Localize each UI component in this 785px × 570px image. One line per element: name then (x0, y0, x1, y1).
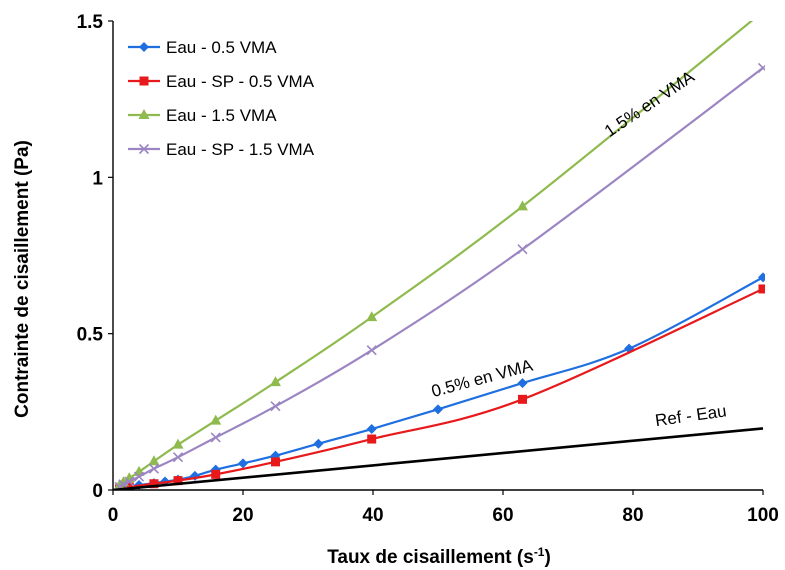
x-axis-title-main: Taux de cisaillement (s (327, 547, 534, 568)
legend-label: Eau - SP - 1.5 VMA (166, 140, 315, 159)
data-point (367, 434, 377, 444)
x-tick-label: 40 (362, 505, 383, 526)
data-point (517, 200, 528, 211)
data-point (757, 62, 765, 73)
annotation-label: 1.5% en VMA (601, 67, 698, 141)
legend-swatch-marker (138, 109, 150, 119)
series-2 (115, 284, 765, 490)
annotation-label: 0.5% en VMA (429, 356, 535, 401)
legend: Eau - 0.5 VMA Eau - SP - 0.5 VMA Eau - 1.5… (128, 38, 315, 159)
x-marker-stroke (517, 244, 528, 255)
y-tick-label: 1.5 (77, 12, 104, 33)
ticks-group: 0 20 40 60 80 100 0 0.5 1 1.5 (77, 12, 779, 526)
x-marker-stroke (172, 452, 184, 463)
x-tick-label: 60 (492, 505, 513, 526)
series-5 (113, 427, 764, 490)
data-point (148, 463, 160, 474)
x-marker-stroke (133, 471, 145, 482)
x-tick-label: 80 (622, 505, 643, 526)
data-point (172, 438, 184, 449)
x-marker-stroke (270, 401, 281, 412)
x-marker-stroke (138, 143, 150, 155)
data-point (118, 479, 129, 490)
data-point (270, 401, 281, 412)
data-point (124, 476, 135, 487)
data-point (149, 479, 159, 489)
data-point (124, 482, 134, 490)
data-point (238, 458, 248, 469)
series-line (113, 427, 764, 490)
y-tick-label: 0 (92, 481, 103, 502)
data-point (210, 414, 222, 425)
data-point (271, 457, 280, 467)
data-point (518, 394, 527, 404)
series-group (113, 6, 769, 490)
data-point (758, 272, 765, 283)
x-marker-stroke (148, 463, 160, 474)
x-tick-label: 20 (232, 505, 253, 526)
data-point (172, 452, 184, 463)
x-axis-title-superscript: -1 (534, 545, 545, 559)
x-tick-label: 100 (747, 505, 779, 526)
data-point (758, 284, 765, 294)
data-point (148, 455, 160, 466)
data-point (173, 476, 183, 486)
x-marker-stroke (124, 476, 135, 487)
data-point (517, 378, 528, 389)
data-point (210, 432, 221, 443)
legend-swatch-marker (139, 42, 149, 52)
data-point (366, 311, 378, 322)
x-marker-stroke (210, 432, 221, 443)
data-point (366, 424, 377, 435)
legend-swatch-marker (138, 143, 150, 155)
x-marker-stroke (366, 345, 377, 356)
annotation-label: Ref - Eau (654, 401, 728, 430)
axes-group (112, 21, 763, 491)
x-axis-title-end: ) (544, 547, 550, 568)
legend-label: Eau - 1.5 VMA (166, 106, 277, 125)
data-point (366, 345, 377, 356)
data-point (517, 244, 528, 255)
series-line (119, 287, 764, 490)
y-axis-title: Contrainte de cisaillement (Pa) (12, 140, 33, 418)
data-point (211, 469, 221, 479)
legend-item: Eau - 0.5 VMA (128, 38, 277, 57)
data-point (758, 6, 769, 16)
x-marker-stroke (757, 64, 765, 73)
data-point (270, 376, 281, 387)
y-tick-label: 1 (92, 168, 103, 189)
series-4 (114, 62, 765, 490)
x-tick-label: 0 (108, 505, 119, 526)
data-point (433, 404, 443, 415)
legend-item: Eau - SP - 0.5 VMA (128, 72, 315, 91)
data-point (313, 438, 324, 449)
y-tick-label: 0.5 (77, 325, 104, 346)
legend-label: Eau - SP - 0.5 VMA (166, 72, 315, 91)
legend-item: Eau - 1.5 VMA (128, 106, 277, 125)
data-point (133, 471, 145, 482)
legend-item: Eau - SP - 1.5 VMA (128, 140, 315, 159)
legend-swatch-marker (139, 76, 149, 86)
x-axis-title: Taux de cisaillement (s-1) (327, 545, 551, 568)
x-marker-stroke (118, 479, 129, 490)
legend-label: Eau - 0.5 VMA (166, 38, 277, 57)
